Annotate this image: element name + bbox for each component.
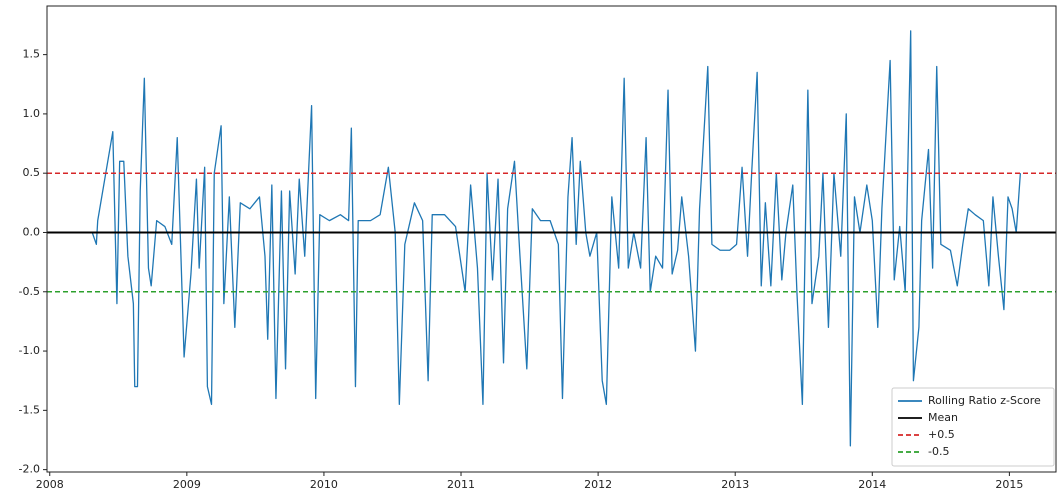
y-tick-label: -1.0 bbox=[19, 344, 40, 357]
data-line bbox=[91, 30, 1022, 447]
y-tick-label: 0.5 bbox=[23, 166, 41, 179]
x-tick-label: 2013 bbox=[721, 478, 749, 491]
y-tick-label: 1.5 bbox=[23, 48, 41, 61]
legend: Rolling Ratio z-Score Mean +0.5 -0.5 bbox=[891, 387, 1055, 467]
y-tick-label: -2.0 bbox=[19, 463, 40, 476]
y-tick-label: -0.5 bbox=[19, 285, 40, 298]
x-tick-label: 2010 bbox=[310, 478, 338, 491]
legend-label: Rolling Ratio z-Score bbox=[928, 394, 1041, 407]
x-tick-label: 2014 bbox=[858, 478, 886, 491]
plot-frame bbox=[46, 5, 1057, 473]
legend-label: -0.5 bbox=[928, 445, 949, 458]
legend-label: +0.5 bbox=[928, 428, 955, 441]
y-tick-label: 0.0 bbox=[23, 225, 41, 238]
x-tick-label: 2015 bbox=[995, 478, 1023, 491]
legend-label: Mean bbox=[928, 411, 958, 424]
y-tick-label: 1.0 bbox=[23, 107, 41, 120]
y-tick-label: -1.5 bbox=[19, 403, 40, 416]
legend-box bbox=[891, 387, 1055, 467]
x-tick-label: 2009 bbox=[173, 478, 201, 491]
x-tick-label: 2008 bbox=[36, 478, 64, 491]
x-tick-label: 2012 bbox=[584, 478, 612, 491]
x-tick-label: 2011 bbox=[447, 478, 475, 491]
